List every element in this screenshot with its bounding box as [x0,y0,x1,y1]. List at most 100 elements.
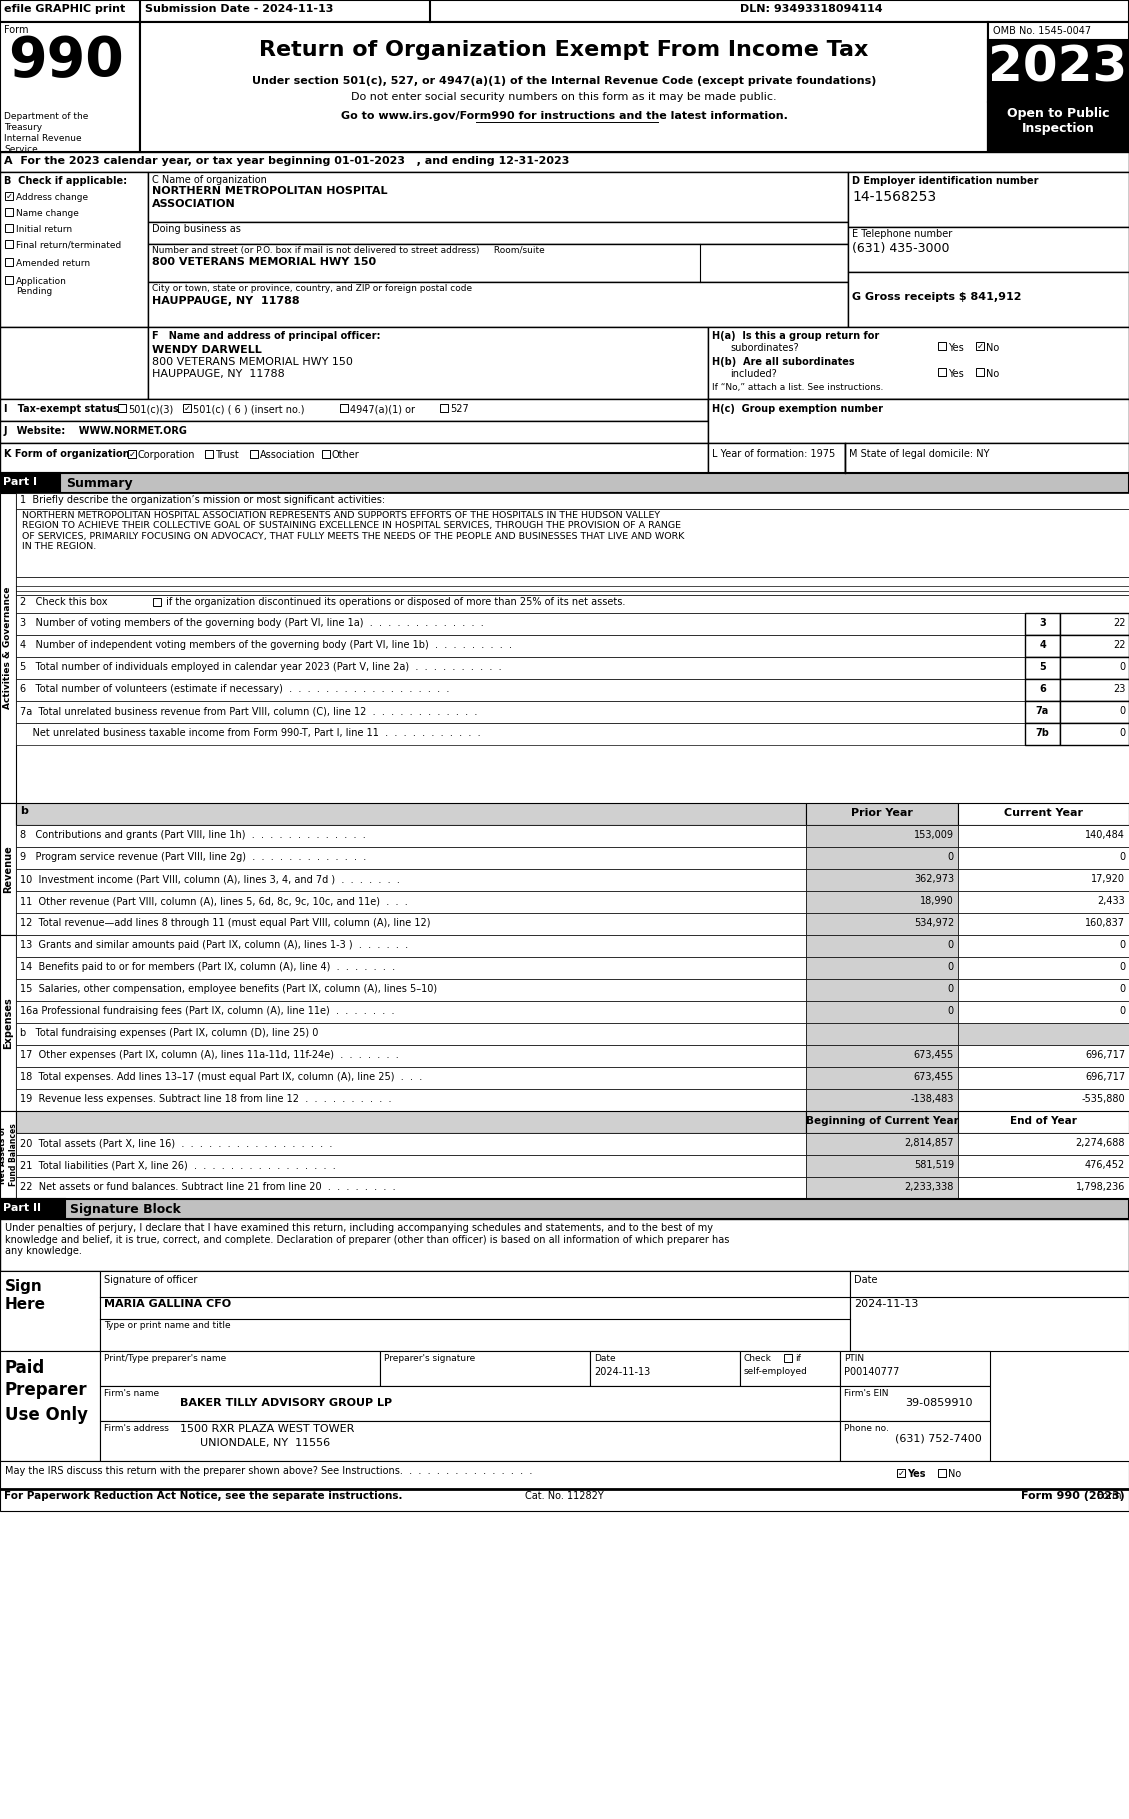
Text: Final return/terminated: Final return/terminated [16,240,121,249]
Bar [0,1461,1129,1490]
Text: 17,920: 17,920 [1091,873,1124,884]
Text: F   Name and address of principal officer:: F Name and address of principal officer: [152,331,380,340]
Text: E Telephone number: E Telephone number [852,229,952,238]
Bar [1060,635,1129,657]
Text: Yes: Yes [907,1470,926,1479]
Bar [440,404,448,411]
Bar [806,979,959,1000]
Text: May the IRS discuss this return with the preparer shown above? See Instructions.: May the IRS discuss this return with the… [5,1466,533,1475]
Bar [148,282,848,327]
Bar [1060,700,1129,722]
Bar [148,222,848,244]
Bar [0,1199,1129,1219]
Text: L Year of formation: 1975: L Year of formation: 1975 [712,449,835,458]
Text: Association: Association [260,449,316,460]
Text: 5: 5 [1039,662,1045,671]
Text: Other: Other [332,449,360,460]
Text: PTIN: PTIN [844,1353,864,1362]
Text: 17  Other expenses (Part IX, column (A), lines 11a-11d, 11f-24e)  .  .  .  .  . : 17 Other expenses (Part IX, column (A), … [20,1050,399,1060]
Bar [0,420,708,444]
Bar [806,869,959,891]
Bar [1060,678,1129,700]
Text: (631) 435-3000: (631) 435-3000 [852,242,949,255]
Bar [708,327,1129,398]
Bar [16,935,806,957]
Text: BAKER TILLY ADVISORY GROUP LP: BAKER TILLY ADVISORY GROUP LP [180,1399,392,1408]
Bar [840,1421,990,1461]
Text: 5   Total number of individuals employed in calendar year 2023 (Part V, line 2a): 5 Total number of individuals employed i… [20,662,501,671]
Bar [988,102,1129,153]
Bar [1025,635,1060,657]
Text: 0: 0 [1119,851,1124,862]
Text: Summary: Summary [65,477,132,489]
Text: 7b: 7b [1035,728,1050,739]
Bar [16,802,806,826]
Text: (631) 752-7400: (631) 752-7400 [895,1433,982,1442]
Text: 18  Total expenses. Add lines 13–17 (must equal Part IX, column (A), line 25)  .: 18 Total expenses. Add lines 13–17 (must… [20,1071,422,1082]
Text: 0: 0 [1119,1006,1124,1017]
Bar [148,173,848,222]
Bar [16,1133,806,1155]
Bar [0,473,60,493]
Bar [16,1111,806,1133]
Text: 10  Investment income (Part VIII, column (A), lines 3, 4, and 7d )  .  .  .  .  : 10 Investment income (Part VIII, column … [20,873,400,884]
Text: Use Only: Use Only [5,1406,88,1424]
Text: Return of Organization Exempt From Income Tax: Return of Organization Exempt From Incom… [260,40,868,60]
Bar [16,1155,806,1177]
Text: MARIA GALLINA CFO: MARIA GALLINA CFO [104,1299,231,1310]
Text: Preparer: Preparer [5,1381,88,1399]
Text: Type or print name and title: Type or print name and title [104,1321,230,1330]
Bar [848,173,1129,227]
Text: self-employed: self-employed [744,1368,808,1375]
Text: Under penalties of perjury, I declare that I have examined this return, includin: Under penalties of perjury, I declare th… [5,1222,729,1257]
Bar [959,1000,1129,1022]
Text: 3: 3 [1039,618,1045,628]
Text: NORTHERN METROPOLITAN HOSPITAL ASSOCIATION REPRESENTS AND SUPPORTS EFFORTS OF TH: NORTHERN METROPOLITAN HOSPITAL ASSOCIATI… [21,511,684,551]
Bar [16,722,1025,746]
Bar [0,1490,1129,1512]
Text: 0: 0 [1120,728,1126,739]
Text: 140,484: 140,484 [1085,829,1124,840]
Bar [128,449,135,458]
Bar [183,404,191,411]
Text: ✓: ✓ [129,449,135,458]
Text: 501(c) ( 6 ) (insert no.): 501(c) ( 6 ) (insert no.) [193,404,305,415]
Text: Submission Date - 2024-11-13: Submission Date - 2024-11-13 [145,4,333,15]
Text: ✓: ✓ [6,191,12,200]
Text: 476,452: 476,452 [1085,1161,1124,1170]
Bar [0,1271,100,1352]
Text: Yes: Yes [948,369,964,378]
Text: Address change: Address change [16,193,88,202]
Text: 39-0859910: 39-0859910 [905,1399,972,1408]
Text: Net unrelated business taxable income from Form 990-T, Part I, line 11  .  .  . : Net unrelated business taxable income fr… [20,728,481,739]
Text: Signature Block: Signature Block [70,1202,181,1215]
Text: UNIONDALE, NY  11556: UNIONDALE, NY 11556 [200,1439,330,1448]
Text: H(a)  Is this a group return for: H(a) Is this a group return for [712,331,879,340]
Text: -138,483: -138,483 [911,1093,954,1104]
Text: Yes: Yes [948,344,964,353]
Bar [806,802,959,826]
Text: 0: 0 [948,851,954,862]
Bar [16,678,1025,700]
Text: 2   Check this box: 2 Check this box [20,597,107,608]
Bar [16,595,1129,613]
Text: 696,717: 696,717 [1085,1050,1124,1060]
Bar [16,700,1025,722]
Bar [0,1111,16,1199]
Bar [140,22,988,153]
Bar [806,1000,959,1022]
Bar [16,826,806,848]
Bar [0,802,16,935]
Text: 19  Revenue less expenses. Subtract line 18 from line 12  .  .  .  .  .  .  .  .: 19 Revenue less expenses. Subtract line … [20,1093,392,1104]
Text: Open to Public
Inspection: Open to Public Inspection [1007,107,1110,135]
Text: -535,880: -535,880 [1082,1093,1124,1104]
Bar [708,398,1129,420]
Text: 6   Total number of volunteers (estimate if necessary)  .  .  .  .  .  .  .  .  : 6 Total number of volunteers (estimate i… [20,684,449,695]
Bar [5,207,14,216]
Text: Net Assets or
Fund Balances: Net Assets or Fund Balances [0,1124,18,1186]
Text: 2,814,857: 2,814,857 [904,1139,954,1148]
Text: B  Check if applicable:: B Check if applicable: [5,176,128,186]
Text: Doing business as: Doing business as [152,224,240,235]
Bar [0,22,140,153]
Text: C Name of organization: C Name of organization [152,175,266,186]
